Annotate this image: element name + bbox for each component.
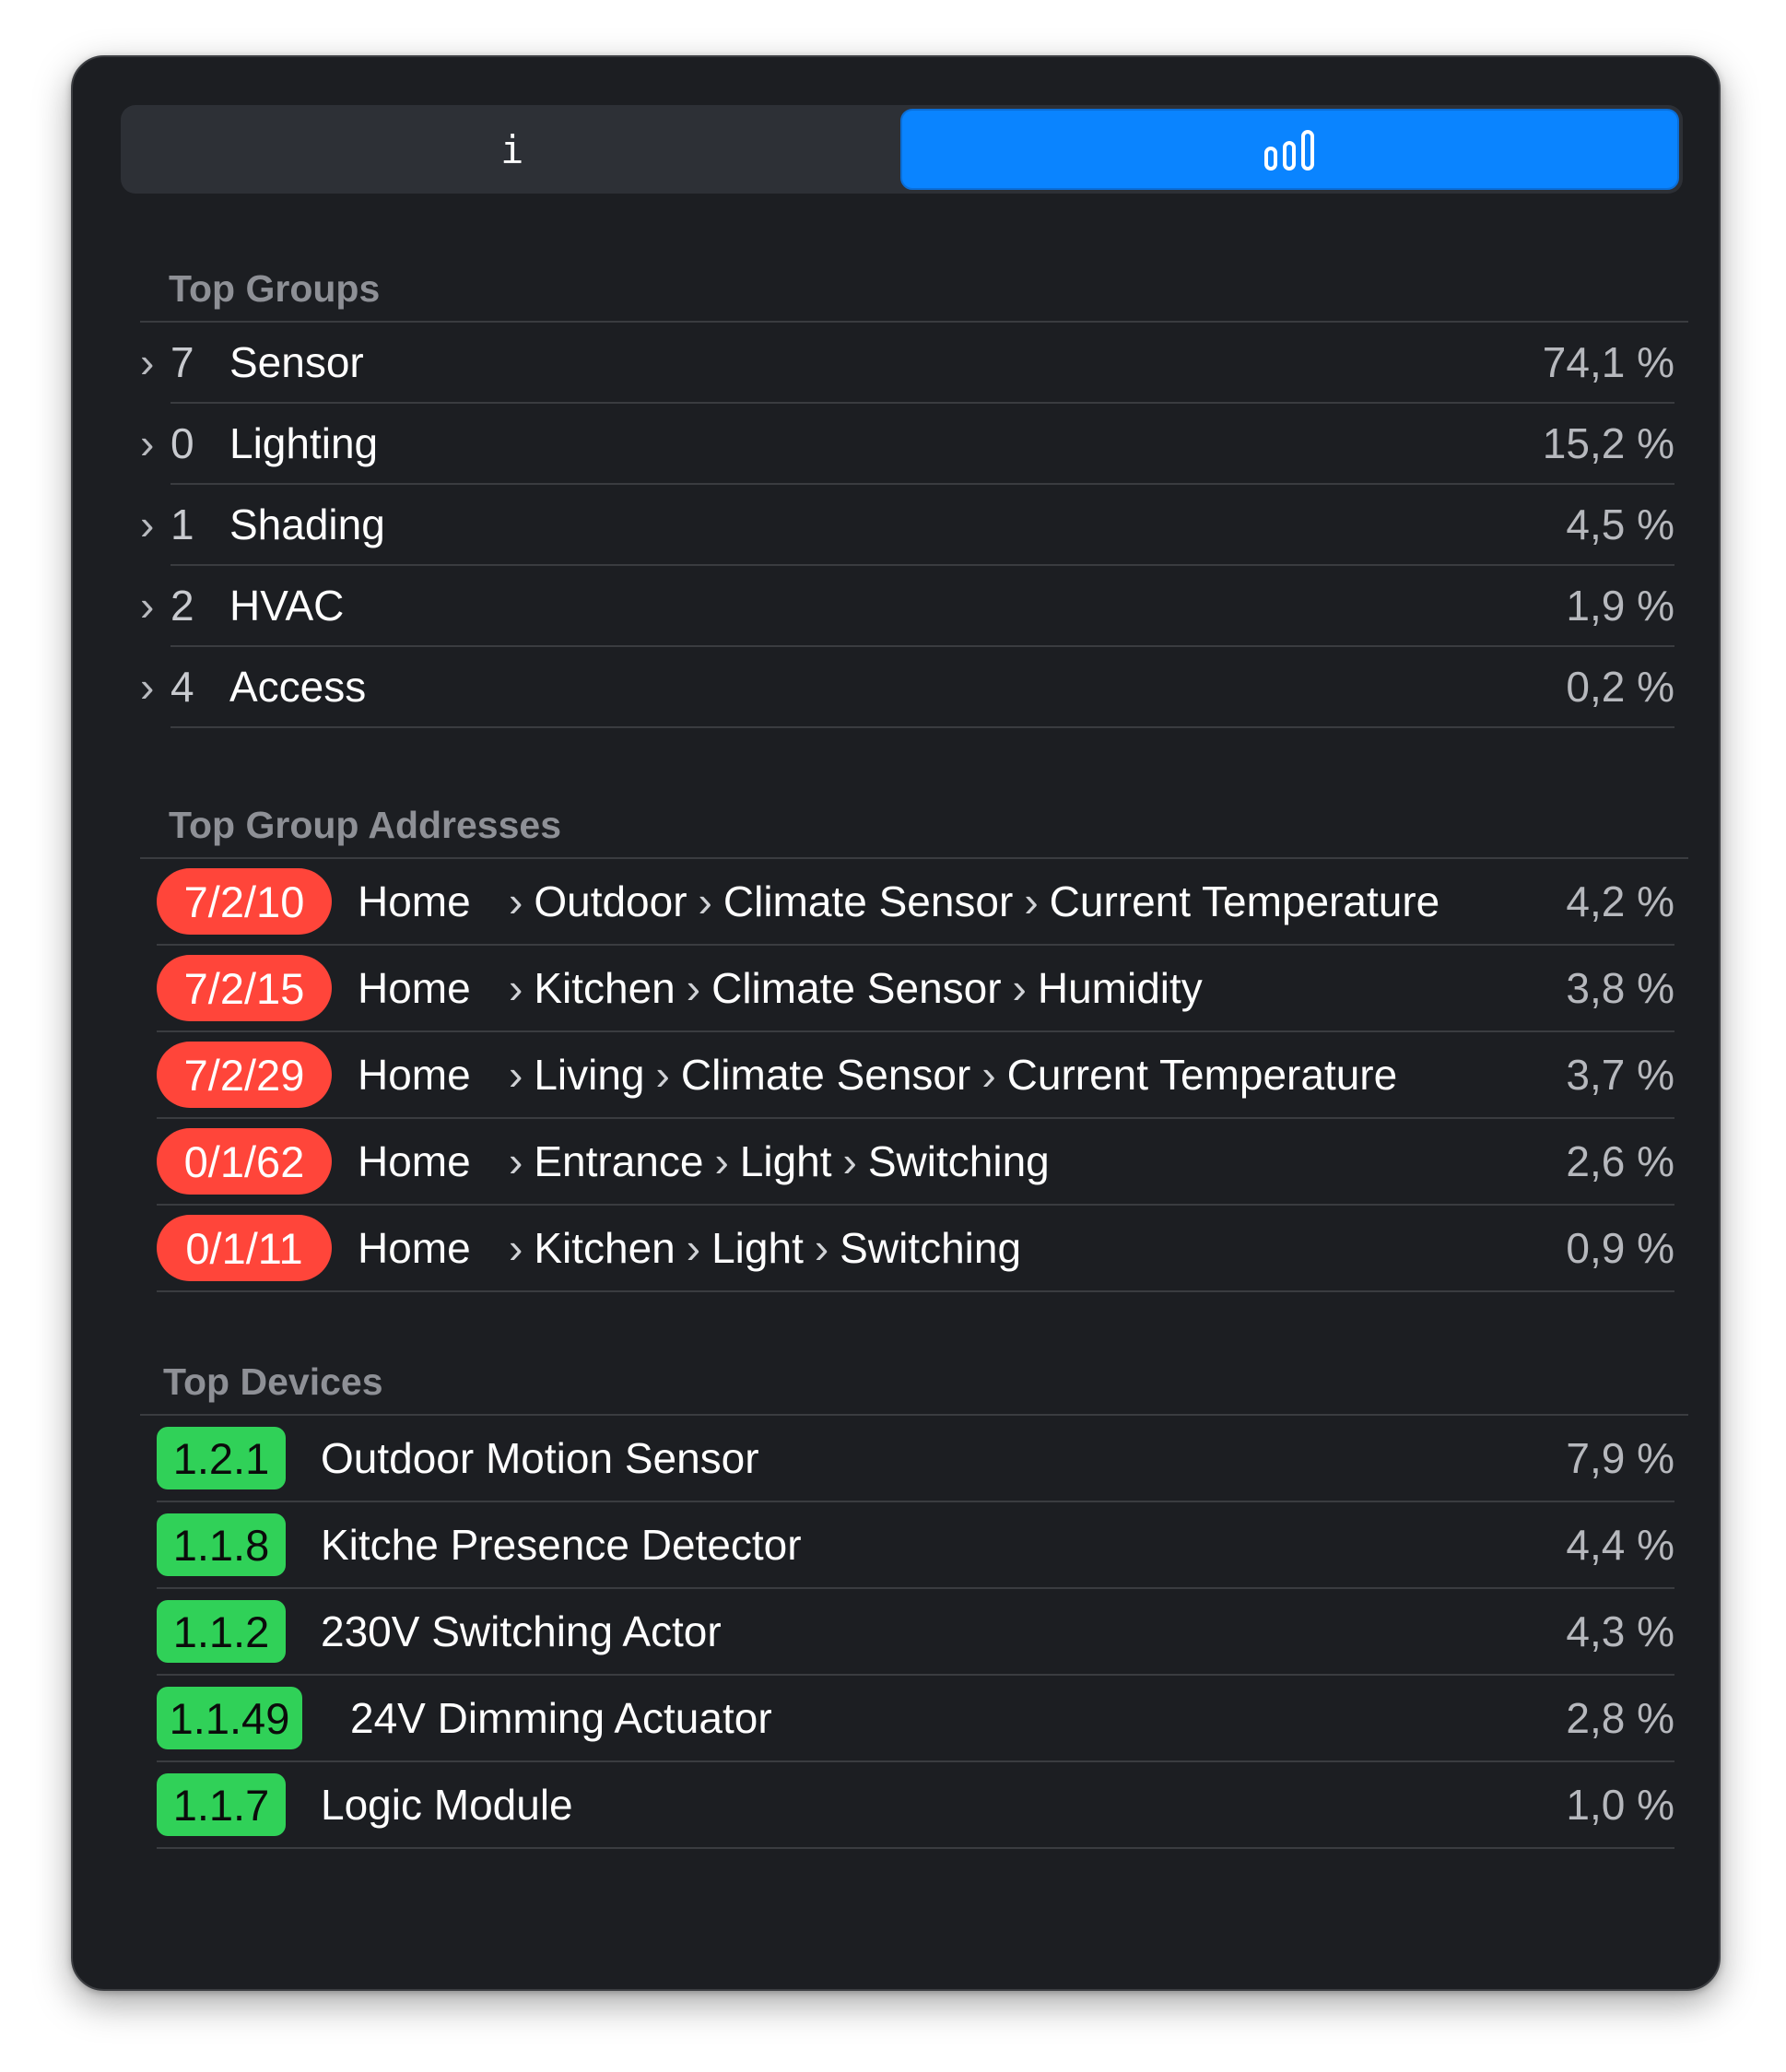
group-percentage: 0,2 %	[1566, 663, 1674, 711]
device-name: 230V Switching Actor	[321, 1607, 722, 1655]
group-address-row[interactable]: 7/2/10 Home › Outdoor › Climate Sensor › Curre…	[157, 859, 1674, 946]
group-percentage: 4,5 %	[1566, 500, 1674, 548]
info-icon: i	[500, 126, 524, 172]
top-devices-list: 1.2.1 Outdoor Motion Sensor 7,9 % 1.1.8 …	[140, 1414, 1688, 1849]
device-name: Kitche Presence Detector	[321, 1521, 802, 1569]
group-number: 0	[170, 419, 194, 467]
device-row[interactable]: 1.1.49 24V Dimming Actuator 2,8 %	[157, 1676, 1674, 1762]
group-address-percentage: 2,6 %	[1566, 1137, 1674, 1185]
group-row[interactable]: › 1 Shading 4,5 %	[140, 485, 1674, 566]
group-name: Sensor	[229, 338, 364, 386]
group-name: Access	[229, 663, 367, 711]
device-percentage: 7,9 %	[1566, 1434, 1674, 1482]
group-address-percentage: 0,9 %	[1566, 1224, 1674, 1272]
group-row[interactable]: › 2 HVAC 1,9 %	[140, 566, 1674, 647]
group-address-row[interactable]: 7/2/15 Home › Kitchen › Climate Sensor › Humid…	[157, 946, 1674, 1032]
chevron-right-icon: ›	[140, 338, 155, 386]
device-row[interactable]: 1.1.2 230V Switching Actor 4,3 %	[157, 1589, 1674, 1676]
group-address-badge: 7/2/15	[157, 955, 332, 1021]
chevron-right-icon: ›	[140, 419, 155, 467]
chevron-right-icon: ›	[140, 582, 155, 630]
device-percentage: 4,3 %	[1566, 1607, 1674, 1655]
group-address-path: Home › Outdoor › Climate Sensor › Current Temp…	[358, 877, 1440, 925]
group-address-path: Home › Kitchen › Climate Sensor › Humidity	[358, 964, 1203, 1012]
device-percentage: 1,0 %	[1566, 1781, 1674, 1829]
device-row[interactable]: 1.1.8 Kitche Presence Detector 4,4 %	[157, 1502, 1674, 1589]
group-address-path: Home › Kitchen › Light › Switching	[358, 1224, 1022, 1272]
statistics-panel: i Top Groups › 7 Sensor 74,1 % › 0 Light…	[71, 55, 1721, 1991]
group-percentage: 15,2 %	[1542, 419, 1674, 467]
device-address-badge: 1.1.49	[157, 1687, 302, 1749]
top-devices-title: Top Devices	[163, 1360, 383, 1403]
chevron-right-icon: ›	[140, 663, 155, 711]
device-address-badge: 1.2.1	[157, 1427, 286, 1489]
group-address-badge: 7/2/10	[157, 868, 332, 935]
device-address-badge: 1.1.7	[157, 1773, 286, 1836]
group-address-percentage: 3,7 %	[1566, 1051, 1674, 1099]
group-percentage: 74,1 %	[1542, 338, 1674, 386]
statistics-tab[interactable]	[899, 109, 1679, 190]
group-number: 4	[170, 663, 194, 711]
group-row[interactable]: › 4 Access 0,2 %	[140, 647, 1674, 728]
view-segmented-control: i	[121, 105, 1683, 194]
group-number: 1	[170, 500, 194, 548]
group-address-percentage: 4,2 %	[1566, 877, 1674, 925]
device-address-badge: 1.1.2	[157, 1600, 286, 1663]
device-percentage: 4,4 %	[1566, 1521, 1674, 1569]
group-number: 2	[170, 582, 194, 630]
device-name: Logic Module	[321, 1781, 573, 1829]
device-name: Outdoor Motion Sensor	[321, 1434, 759, 1482]
group-address-badge: 0/1/11	[157, 1215, 332, 1281]
device-row[interactable]: 1.2.1 Outdoor Motion Sensor 7,9 %	[157, 1416, 1674, 1502]
top-groups-list: › 7 Sensor 74,1 % › 0 Lighting 15,2 % › …	[140, 321, 1688, 728]
group-row[interactable]: › 7 Sensor 74,1 %	[140, 323, 1674, 404]
device-name: 24V Dimming Actuator	[350, 1694, 772, 1742]
group-name: Shading	[229, 500, 385, 548]
group-number: 7	[170, 338, 194, 386]
top-group-addresses-list: 7/2/10 Home › Outdoor › Climate Sensor › Curre…	[140, 857, 1688, 1292]
group-name: Lighting	[229, 419, 379, 467]
top-group-addresses-title: Top Group Addresses	[169, 804, 561, 846]
group-address-badge: 7/2/29	[157, 1042, 332, 1108]
top-groups-title: Top Groups	[169, 267, 381, 310]
group-address-path: Home › Entrance › Light › Switching	[358, 1137, 1050, 1185]
bar-chart-icon	[1264, 128, 1315, 171]
group-address-badge: 0/1/62	[157, 1128, 332, 1195]
group-percentage: 1,9 %	[1566, 582, 1674, 630]
group-address-percentage: 3,8 %	[1566, 964, 1674, 1012]
device-row[interactable]: 1.1.7 Logic Module 1,0 %	[157, 1762, 1674, 1849]
group-address-row[interactable]: 7/2/29 Home › Living › Climate Sensor › Curren…	[157, 1032, 1674, 1119]
group-address-row[interactable]: 0/1/11 Home › Kitchen › Light › Switching 0,9 …	[157, 1206, 1674, 1292]
group-name: HVAC	[229, 582, 345, 630]
device-address-badge: 1.1.8	[157, 1513, 286, 1576]
info-tab[interactable]: i	[124, 109, 900, 190]
device-percentage: 2,8 %	[1566, 1694, 1674, 1742]
group-row[interactable]: › 0 Lighting 15,2 %	[140, 404, 1674, 485]
group-address-path: Home › Living › Climate Sensor › Current Tempe…	[358, 1051, 1398, 1099]
group-address-row[interactable]: 0/1/62 Home › Entrance › Light › Switching 2,6…	[157, 1119, 1674, 1206]
chevron-right-icon: ›	[140, 500, 155, 548]
